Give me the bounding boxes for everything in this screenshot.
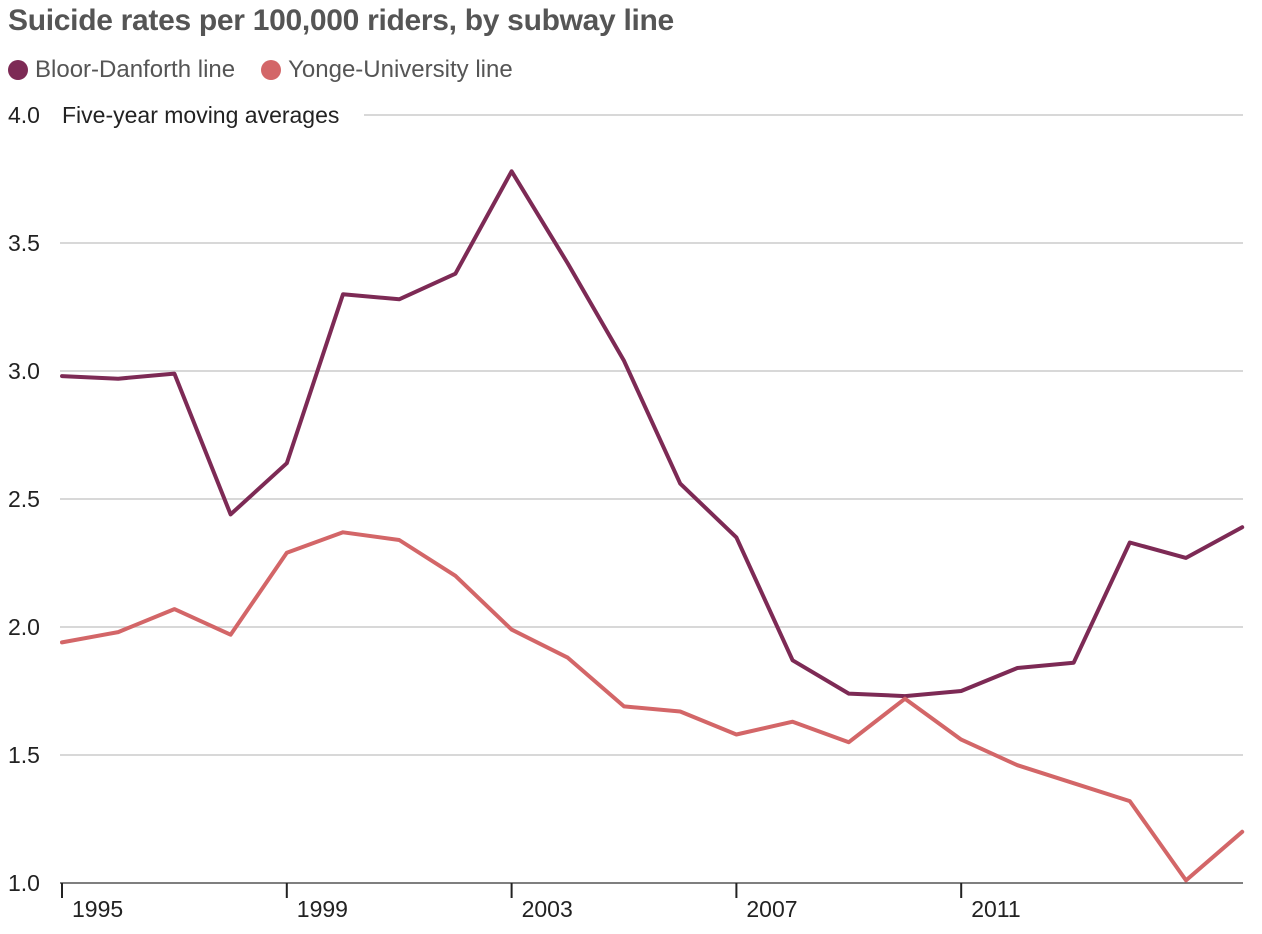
legend-dot-yonge-university	[261, 60, 282, 80]
y-tick-label: 3.5	[8, 230, 40, 256]
series-line-yonge-university	[60, 530, 1245, 883]
x-tick-label: 2007	[746, 896, 797, 922]
chart-title: Suicide rates per 100,000 riders, by sub…	[8, 4, 674, 37]
y-tick-label: 3.0	[8, 358, 40, 384]
y-tick-label: 2.5	[8, 486, 40, 512]
y-tick-label: 1.5	[8, 742, 40, 768]
x-tick-label: 1995	[72, 896, 123, 922]
chart-subtitle: Five-year moving averages	[62, 102, 339, 128]
x-tick-label: 2011	[971, 896, 1020, 922]
legend-item-yonge-university: Yonge-University line	[261, 56, 513, 84]
legend: Bloor-Danforth line Yonge-University lin…	[8, 56, 539, 84]
x-tick-label: 2003	[522, 896, 573, 922]
legend-label-bloor-danforth: Bloor-Danforth line	[35, 56, 236, 83]
y-tick-label: 1.0	[8, 870, 40, 896]
y-tick-label: 2.0	[8, 614, 40, 640]
y-tick-label: 4.0	[8, 102, 40, 128]
series-line-bloor-danforth	[60, 169, 1245, 699]
legend-item-bloor-danforth: Bloor-Danforth line	[8, 56, 235, 84]
x-tick-label: 1999	[297, 896, 348, 922]
legend-label-yonge-university: Yonge-University line	[288, 56, 513, 83]
legend-dot-bloor-danforth	[8, 60, 28, 80]
